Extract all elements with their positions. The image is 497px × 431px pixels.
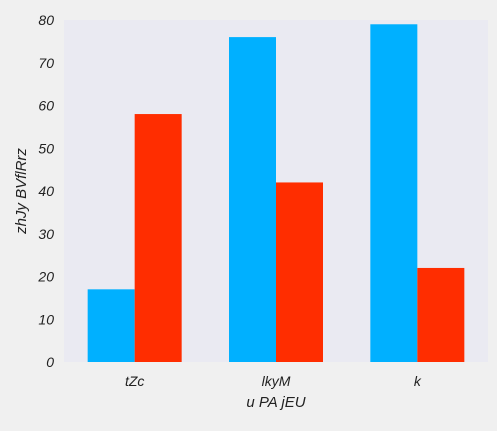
bar-tZc-series-2 xyxy=(134,114,182,362)
x-tick-label: tZc xyxy=(125,373,144,389)
x-tick-label: k xyxy=(414,373,422,389)
y-tick-labels: 0 10 20 30 40 50 60 70 80 xyxy=(37,12,54,370)
y-tick-label: 0 xyxy=(46,354,54,370)
y-axis-label: zhJy BVflRrz xyxy=(13,148,30,235)
y-tick-label: 50 xyxy=(38,140,54,156)
bar-tZc-series-1 xyxy=(87,289,135,362)
bar-lkyM-series-1 xyxy=(229,37,276,362)
bar-k-series-2 xyxy=(417,267,465,362)
x-axis-label: u PA jEU xyxy=(246,394,305,411)
y-tick-label: 30 xyxy=(38,226,54,242)
bar-k-series-1 xyxy=(370,24,418,363)
y-tick-label: 10 xyxy=(38,311,54,327)
bar-lkyM-series-2 xyxy=(276,182,323,362)
y-tick-label: 70 xyxy=(38,55,54,71)
x-tick-label: lkyM xyxy=(262,373,291,389)
y-tick-label: 80 xyxy=(38,12,54,28)
x-tick-labels: tZc lkyM k xyxy=(125,373,422,389)
bars-group xyxy=(87,24,465,363)
y-tick-label: 60 xyxy=(38,98,54,114)
y-tick-label: 40 xyxy=(38,183,54,199)
y-tick-label: 20 xyxy=(37,269,54,285)
